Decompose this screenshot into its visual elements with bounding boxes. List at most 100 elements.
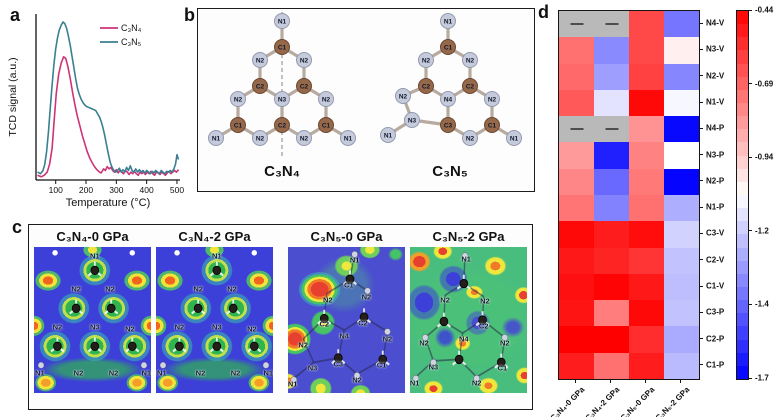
row-label: C2-V [706, 255, 725, 265]
row-label: C3-P [706, 307, 725, 317]
colorbar-tick-label: -1.2 [755, 226, 769, 236]
skeleton-bond [424, 337, 435, 362]
atom-label: N1 [344, 135, 353, 142]
row-tick [699, 75, 703, 77]
atom-label: N2 [466, 135, 475, 142]
row-tick [699, 206, 703, 208]
nitrogen-atom [296, 52, 312, 68]
legend-label: C₃N₅ [121, 37, 142, 47]
col-label: C₃N₅-2 GPa [653, 385, 691, 417]
panel-a-label: a [10, 5, 21, 25]
carbon-atom [440, 117, 456, 133]
nitrogen-atom [252, 52, 268, 68]
atom-label: N2 [174, 322, 185, 332]
density-map-title: C₃N₄-2 GPa [178, 229, 251, 244]
density-map: N1 C1 N2 N2 C2 C2 N4 N2 N2 N3 C3 C1 N2 N1 [288, 247, 405, 393]
density-map-skeleton [290, 250, 391, 384]
colorbar-segment [737, 313, 748, 327]
heatmap-cell [664, 300, 699, 327]
atom-label: N2 [256, 57, 265, 64]
panel-b-label: b [184, 5, 195, 25]
heatmap-cell [594, 273, 629, 301]
density-map-skeleton [412, 252, 509, 382]
carbon-atom [440, 39, 456, 55]
row-label: N3-P [706, 150, 725, 160]
atom-label: N2 [230, 368, 241, 378]
colorbar-tick-label: -1.7 [755, 373, 769, 383]
heatmap-cell [559, 247, 594, 274]
heatmap-cell [594, 37, 629, 64]
colorbar [736, 10, 749, 380]
row-tick [699, 259, 703, 261]
colorbar-segment [737, 194, 748, 209]
row-tick [699, 364, 703, 366]
no-data-dash [570, 23, 583, 26]
x-axis-title: Temperature (°C) [66, 197, 150, 209]
colorbar-tick [749, 156, 752, 158]
heatmap-cell [594, 168, 629, 195]
heatmap-cell [629, 142, 664, 169]
no-data-dash [605, 128, 618, 131]
colorbar-segment [737, 339, 748, 353]
row-tick [699, 311, 703, 313]
heatmap-cell [559, 326, 594, 353]
heatmap-cell [664, 63, 699, 90]
atom-label: N2 [247, 324, 257, 334]
nitrogen-dot [384, 328, 391, 336]
carbon-dot [90, 341, 100, 351]
atom-label: N1 [141, 368, 151, 378]
heatmap-cell [629, 247, 664, 274]
heatmap-cell [664, 168, 699, 195]
y-axis-title: TCD signal (a.u.) [7, 57, 19, 136]
atom-label: N2 [471, 378, 482, 388]
nitrogen-atom [318, 91, 334, 107]
carbon-dot [359, 312, 369, 322]
heatmap-cell [559, 352, 594, 379]
atom-label: C1 [278, 44, 287, 51]
heatmap-cell [664, 89, 699, 117]
heatmap-cell [664, 247, 699, 274]
row-label: N2-V [706, 71, 725, 81]
atom-label: N3 [212, 322, 222, 332]
colorbar-segment [737, 326, 748, 340]
carbon-dot [53, 341, 62, 351]
atom-label: N1 [263, 368, 273, 378]
atom-label: N2 [440, 295, 450, 305]
row-tick [699, 22, 703, 24]
colorbar-tick-label: -0.44 [755, 5, 774, 15]
heatmap-cell [594, 221, 629, 248]
row-label: N3-V [706, 44, 725, 54]
x-tick-label: 100 [49, 185, 63, 195]
heatmap-cell [594, 89, 629, 117]
row-label: N1-V [706, 97, 725, 107]
colorbar-tick [749, 377, 752, 379]
atom-label: C2 [422, 83, 431, 90]
heatmap-cell [559, 89, 594, 117]
nitrogen-atom [395, 88, 411, 104]
atom-label: N2 [52, 322, 63, 332]
atom-label: N3 [307, 363, 318, 373]
density-map: N1 N2 N2 N2 N3 N2 N1 N2 N2 N1 [156, 247, 273, 393]
nitrogen-atom [274, 91, 290, 107]
carbon-dot [319, 313, 329, 324]
colorbar-segment [737, 129, 748, 143]
heatmap-cell [594, 326, 629, 353]
atom-label: C2 [478, 321, 489, 331]
molecule-c3n5: N1 C1 N2 N2 C2 C2 N4 N2 N3 C3 N2 C1 N2 N1 N1 C₃N₅ [370, 9, 530, 187]
row-label: C1-P [706, 360, 725, 370]
density-maps-box: C₃N₄-0 GPa N1 N2 N2 N2 N3 N2 N1 N2 N2 N1 C₃N₄-2 GPa… [28, 224, 533, 410]
colorbar-segment [737, 365, 748, 379]
colorbar-segment [737, 76, 748, 90]
density-map-column: C₃N₄-0 GPa N1 N2 N2 N2 N3 N2 N1 N2 N2 N1 [34, 227, 151, 393]
colorbar-segment [737, 63, 748, 77]
col-tick [645, 379, 646, 383]
atom-label: N2 [488, 96, 497, 103]
nitrogen-dot [159, 361, 167, 369]
atom-label: N2 [256, 135, 265, 142]
row-tick [699, 285, 703, 287]
heatmap-cell [664, 352, 699, 379]
atom-label: C1 [234, 122, 243, 129]
atom-label: N1 [35, 368, 45, 378]
atom-label: N3 [278, 96, 287, 103]
row-tick [699, 48, 703, 50]
